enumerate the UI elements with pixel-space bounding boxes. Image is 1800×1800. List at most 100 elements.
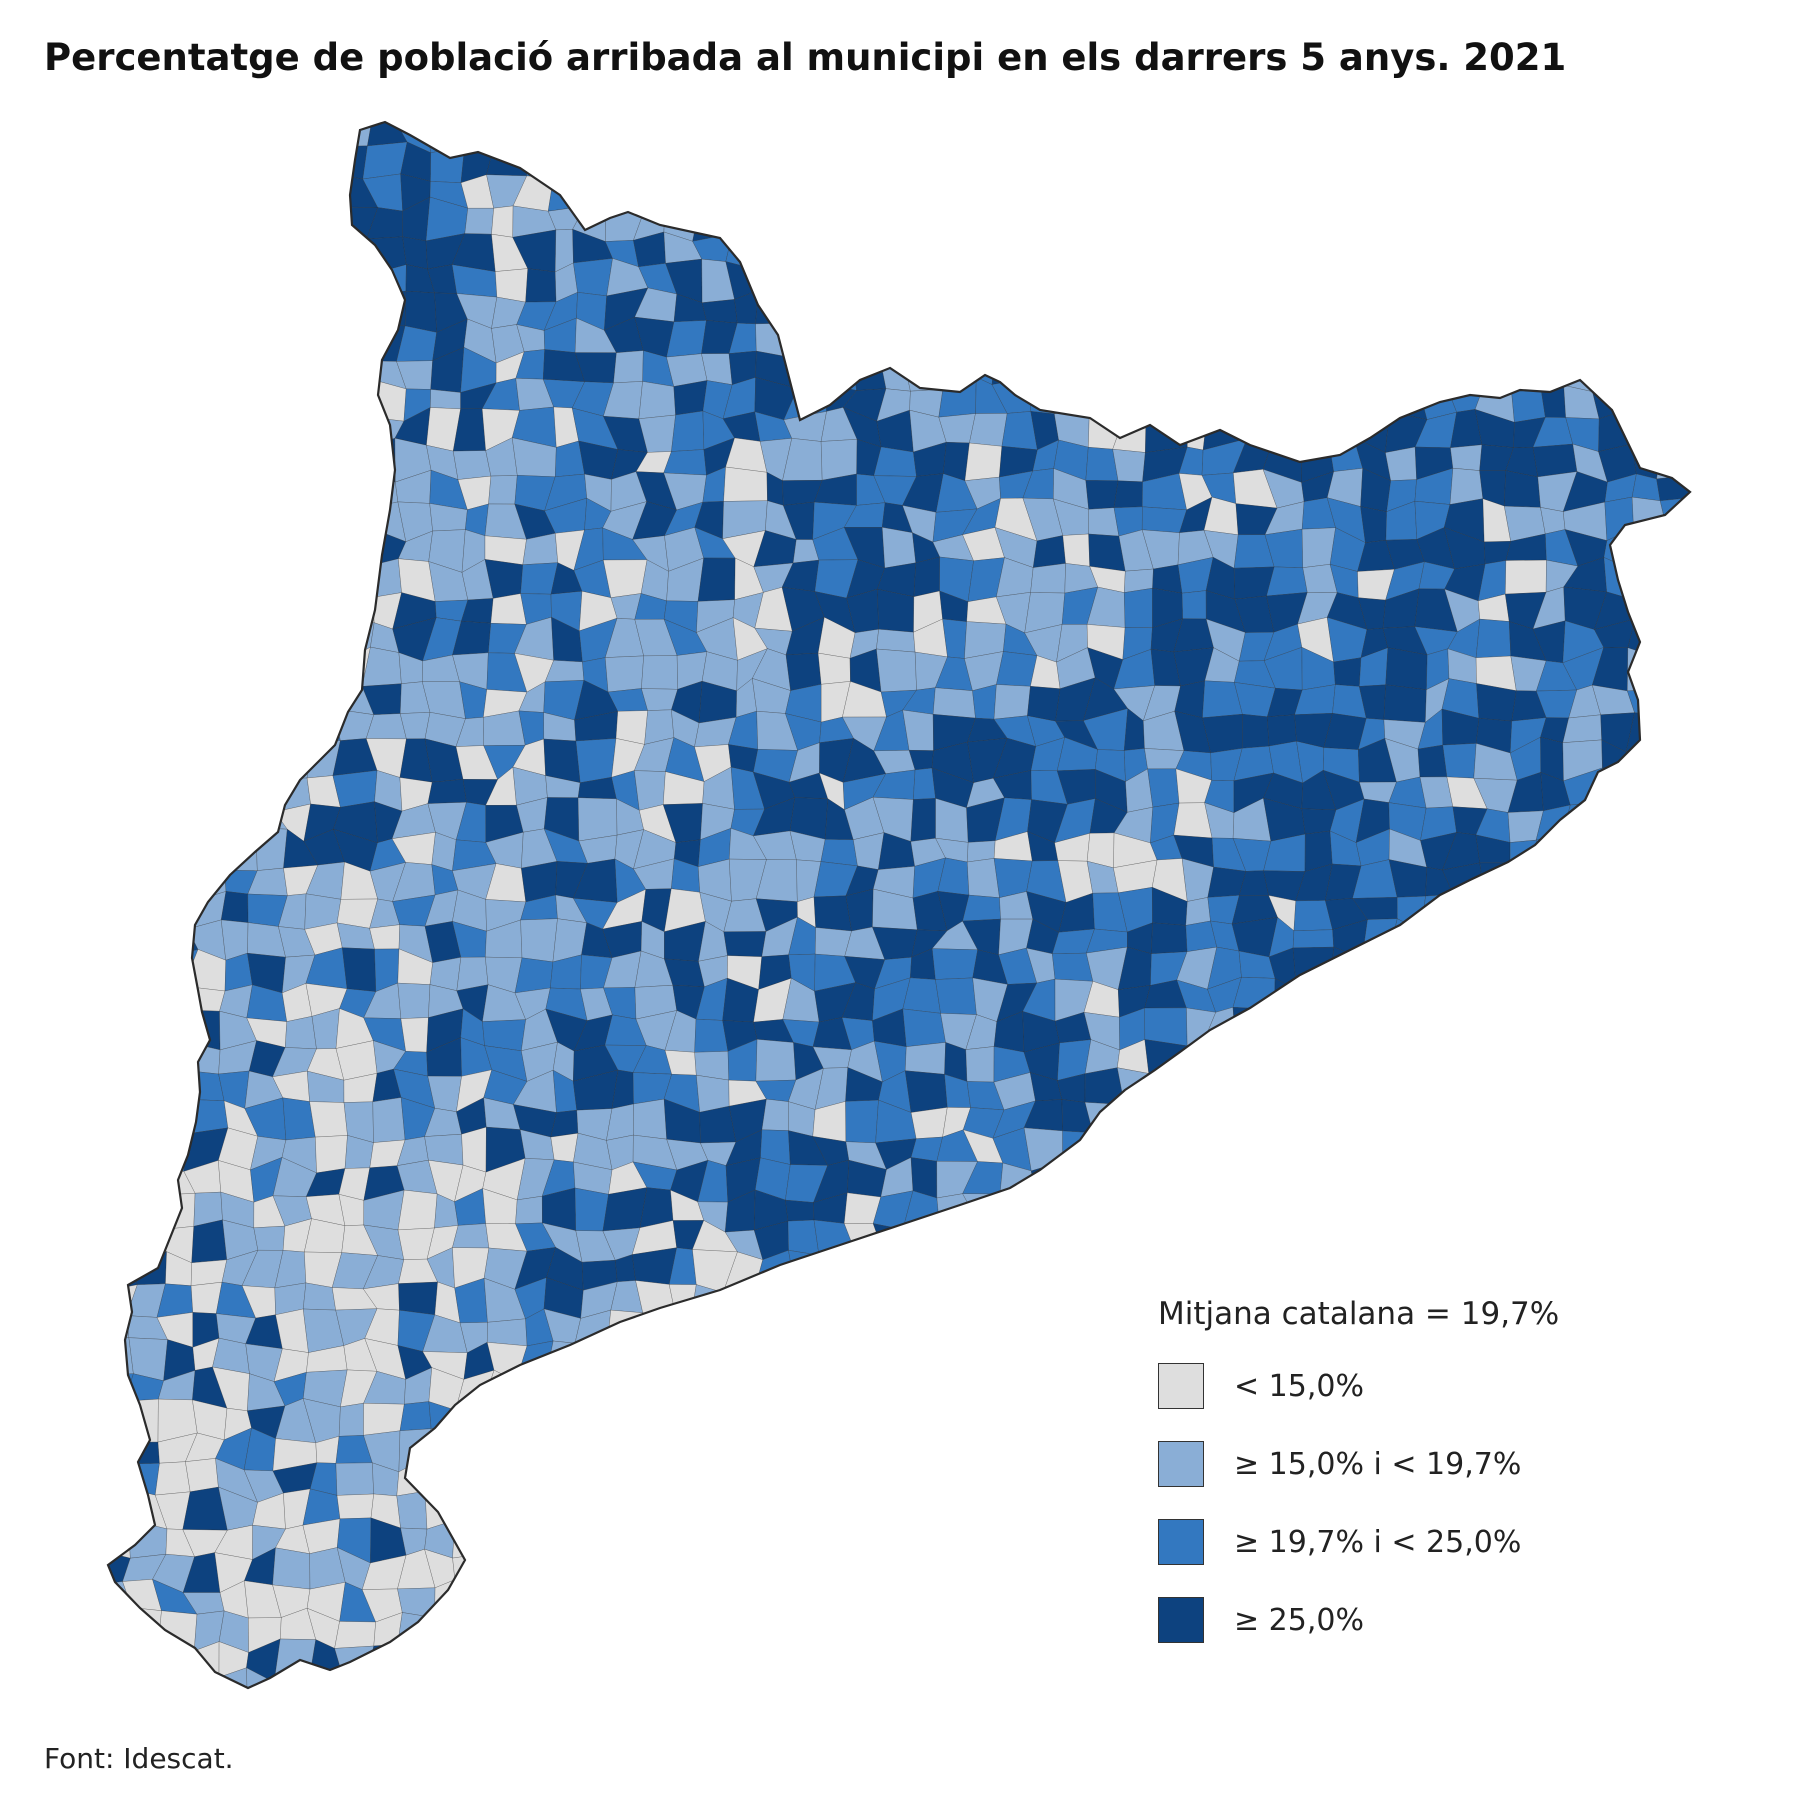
municipality-cell bbox=[902, 177, 944, 210]
municipality-cell bbox=[997, 1608, 1038, 1650]
municipality-cell bbox=[882, 288, 915, 333]
municipality-cell bbox=[962, 1671, 1007, 1688]
municipality-cell bbox=[519, 1467, 552, 1493]
municipality-cell bbox=[1095, 1259, 1126, 1291]
municipality-cell bbox=[515, 1380, 547, 1407]
municipality-cell bbox=[184, 139, 227, 175]
municipality-cell bbox=[1478, 211, 1514, 242]
municipality-cell bbox=[1713, 827, 1752, 863]
municipality-cell bbox=[1270, 1074, 1308, 1113]
municipality-cell bbox=[108, 1440, 131, 1469]
municipality-cell bbox=[157, 1650, 195, 1677]
municipality-cell bbox=[1212, 230, 1243, 271]
municipality-cell bbox=[961, 167, 994, 211]
municipality-cell bbox=[1651, 1669, 1686, 1688]
municipality-cell bbox=[1091, 1668, 1115, 1688]
municipality-cell bbox=[1027, 1248, 1062, 1292]
municipality-cell bbox=[1631, 406, 1663, 445]
municipality-cell bbox=[788, 1409, 823, 1435]
municipality-cell bbox=[1621, 1251, 1664, 1287]
municipality-cell bbox=[243, 622, 284, 658]
municipality-cell bbox=[734, 1577, 758, 1621]
legend-swatch-above-25 bbox=[1158, 1597, 1204, 1643]
municipality-cell bbox=[273, 1638, 317, 1683]
municipality-cell bbox=[1034, 1408, 1060, 1436]
municipality-cell bbox=[637, 1590, 668, 1619]
municipality-cell bbox=[424, 1712, 465, 1742]
municipality-cell bbox=[108, 1607, 134, 1654]
municipality-cell bbox=[1266, 1160, 1304, 1199]
municipality-cell bbox=[1029, 324, 1069, 363]
municipality-cell bbox=[1656, 266, 1690, 298]
municipality-cell bbox=[397, 982, 431, 1019]
municipality-cell bbox=[755, 287, 794, 325]
municipality-cell bbox=[130, 917, 163, 962]
municipality-cell bbox=[794, 1490, 819, 1523]
municipality-cell bbox=[1633, 319, 1662, 357]
municipality-cell bbox=[908, 1670, 942, 1688]
municipality-cell bbox=[1449, 467, 1484, 505]
municipality-cell bbox=[124, 330, 166, 361]
municipality-cell bbox=[186, 475, 223, 505]
municipality-cell bbox=[937, 1703, 977, 1741]
municipality-cell bbox=[1142, 1253, 1184, 1293]
municipality-cell bbox=[757, 262, 794, 291]
municipality-cell bbox=[1240, 1074, 1274, 1114]
municipality-cell bbox=[936, 1670, 978, 1688]
municipality-cell bbox=[338, 1703, 373, 1737]
municipality-cell bbox=[1361, 1220, 1395, 1258]
municipality-cell bbox=[1361, 317, 1390, 362]
municipality-cell bbox=[489, 1674, 518, 1688]
municipality-cell bbox=[1113, 167, 1156, 204]
municipality-cell bbox=[452, 1223, 490, 1249]
municipality-cell bbox=[910, 1107, 948, 1139]
municipality-cell bbox=[573, 1526, 615, 1564]
municipality-cell bbox=[1087, 1131, 1127, 1170]
municipality-cell bbox=[303, 1703, 345, 1732]
municipality-cell bbox=[184, 122, 227, 140]
municipality-cell bbox=[844, 200, 888, 237]
municipality-cell bbox=[1120, 1495, 1152, 1527]
municipality-cell bbox=[1473, 1250, 1517, 1282]
legend-swatch-15-to-19-7 bbox=[1158, 1441, 1204, 1487]
municipality-cell bbox=[1453, 199, 1484, 232]
municipality-cell bbox=[643, 1558, 669, 1593]
municipality-cell bbox=[1473, 1166, 1518, 1198]
municipality-cell bbox=[992, 200, 1038, 243]
municipality-cell bbox=[725, 1546, 767, 1580]
municipality-cell bbox=[876, 628, 916, 653]
municipality-cell bbox=[641, 151, 677, 183]
municipality-cell bbox=[397, 1643, 438, 1682]
municipality-cell bbox=[1720, 294, 1750, 322]
municipality-cell bbox=[1509, 136, 1549, 174]
municipality-cell bbox=[1145, 1707, 1187, 1743]
municipality-cell bbox=[1622, 347, 1657, 392]
municipality-cell bbox=[816, 348, 857, 391]
municipality-cell bbox=[1687, 928, 1690, 952]
municipality-cell bbox=[815, 1551, 855, 1582]
municipality-cell bbox=[878, 146, 913, 179]
municipality-cell bbox=[996, 1405, 1037, 1439]
municipality-cell bbox=[817, 324, 855, 361]
municipality-cell bbox=[218, 558, 256, 601]
municipality-cell bbox=[732, 1495, 765, 1526]
municipality-cell bbox=[878, 174, 913, 212]
municipality-cell bbox=[1414, 954, 1453, 984]
municipality-cell bbox=[108, 1400, 131, 1443]
municipality-cell bbox=[1450, 444, 1483, 471]
municipality-cell bbox=[340, 417, 374, 447]
municipality-cell bbox=[1689, 227, 1690, 273]
municipality-cell bbox=[725, 1518, 767, 1549]
municipality-cell bbox=[1172, 139, 1214, 181]
municipality-cell bbox=[995, 1493, 1031, 1528]
municipality-cell bbox=[1122, 1218, 1149, 1260]
municipality-cell bbox=[1269, 1255, 1305, 1284]
municipality-cell bbox=[1681, 377, 1690, 415]
municipality-cell bbox=[1658, 226, 1690, 269]
municipality-cell bbox=[1571, 946, 1606, 986]
municipality-cell bbox=[1323, 1137, 1358, 1168]
municipality-cell bbox=[315, 1135, 348, 1174]
municipality-cell bbox=[1419, 230, 1458, 260]
municipality-cell bbox=[1445, 893, 1485, 921]
municipality-cell bbox=[932, 1379, 970, 1412]
